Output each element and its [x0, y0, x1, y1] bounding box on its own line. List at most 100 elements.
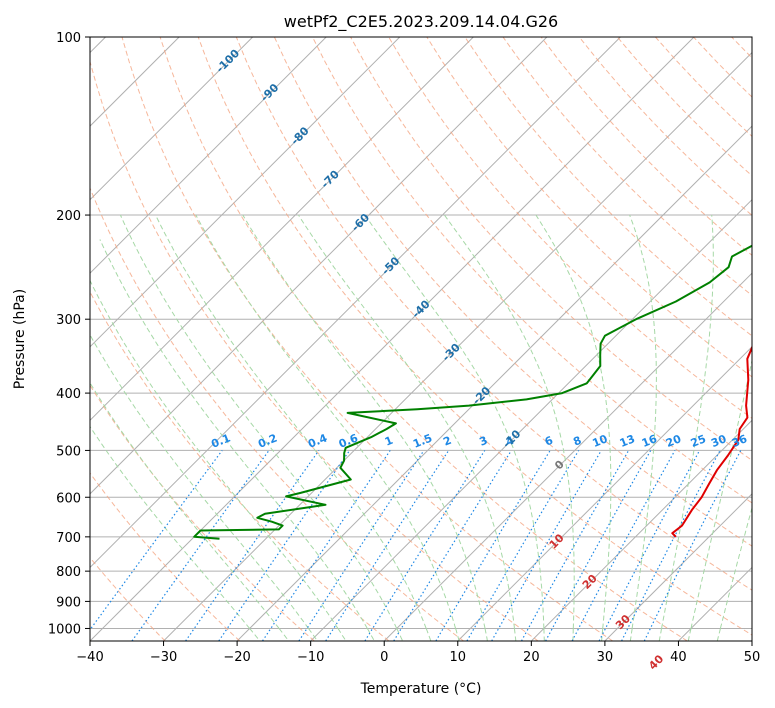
mixing-ratio-label: 10	[590, 432, 609, 450]
isotherm-line	[604, 493, 752, 641]
y-tick-label: 800	[56, 565, 81, 580]
mixing-ratio-line	[393, 450, 512, 641]
mixing-ratio-line	[298, 450, 425, 641]
x-tick-label: −20	[223, 650, 250, 665]
mixing-ratio-line	[325, 450, 450, 641]
moist-adiabat	[249, 628, 261, 641]
mixing-ratio-label: 20	[664, 432, 683, 450]
dry-adiabat	[197, 37, 752, 636]
mixing-ratio-label: 36	[730, 432, 749, 450]
moist-adiabat	[195, 214, 457, 629]
moist-adiabat	[687, 628, 692, 641]
mixing-ratio-label: 8	[571, 434, 583, 449]
moist-adiabat	[535, 214, 612, 629]
moist-adiabat	[90, 279, 339, 629]
x-axis-label: Temperature (°C)	[360, 681, 482, 697]
dry-adiabat	[312, 37, 752, 504]
isotherm-line	[90, 37, 401, 348]
moist-adiabat	[337, 628, 347, 641]
moist-adiabat	[278, 628, 290, 641]
mixing-ratio-line	[131, 450, 270, 641]
mixing-ratio-line	[185, 450, 320, 641]
x-tick-label: 0	[380, 650, 388, 665]
mixing-ratio-line	[520, 450, 630, 641]
mixing-ratio-label: 25	[689, 432, 708, 450]
isotherm-line	[90, 37, 254, 201]
mixing-ratio-label: 30	[709, 432, 728, 450]
grid-layer	[90, 37, 752, 641]
moist-adiabat	[90, 425, 250, 629]
moist-adiabat	[455, 628, 460, 641]
mixing-ratio-line	[643, 450, 742, 641]
y-tick-label: 1000	[48, 622, 81, 637]
moist-adiabat	[90, 381, 280, 629]
y-tick-label: 300	[56, 313, 81, 328]
moist-adiabat	[364, 214, 545, 629]
isotherm-line	[90, 37, 695, 641]
moist-adiabat	[242, 214, 486, 629]
mixing-ratio-line	[218, 450, 351, 641]
dry-adiabat	[90, 384, 315, 641]
isotherm-line	[163, 51, 752, 641]
moist-adiabat	[443, 214, 575, 629]
isotherm-line	[90, 37, 621, 569]
mixing-ratio-label: 16	[640, 432, 659, 450]
isotherm-line	[90, 37, 327, 274]
dry-adiabat	[90, 290, 390, 641]
y-tick-label: 900	[56, 595, 81, 610]
x-tick-label: −30	[150, 650, 177, 665]
moist-adiabat	[366, 628, 375, 641]
isotherm-line	[383, 272, 752, 641]
mixing-ratio-line	[571, 450, 676, 641]
isotherm-line	[90, 37, 474, 422]
isotherm-line	[310, 198, 752, 641]
moist-adiabat	[425, 628, 432, 641]
moist-adiabat	[629, 628, 633, 641]
x-tick-label: 20	[523, 650, 540, 665]
chart-title: wetPf2_C2E5.2023.209.14.04.G26	[284, 12, 558, 32]
axis-layer: −40 −30 −20 −10 0 10 20 30 40 50 100 200 300 400 500 60…	[48, 31, 760, 665]
dry-adiabat	[388, 37, 752, 419]
y-tick-label: 500	[56, 444, 81, 459]
moist-adiabat	[99, 239, 368, 629]
dry-adiabat	[90, 556, 166, 641]
moist-adiabat	[629, 214, 657, 629]
moist-adiabat	[658, 628, 663, 641]
x-tick-label: 30	[597, 650, 614, 665]
mixing-ratio-line	[545, 450, 652, 641]
y-tick-label: 600	[56, 491, 81, 506]
dry-adiabat	[90, 59, 539, 641]
mixing-ratio-layer	[90, 450, 742, 641]
x-tick-label: 50	[744, 650, 761, 665]
moist-adiabat	[119, 214, 398, 629]
temperature-line	[671, 345, 752, 538]
series-layer	[193, 244, 752, 540]
isotherm-line	[530, 419, 752, 641]
y-tick-label: 100	[56, 31, 81, 46]
dry-adiabat	[235, 37, 752, 591]
mixing-ratio-label: 13	[618, 432, 637, 450]
plot-frame	[89, 36, 753, 642]
moist-adiabat	[484, 628, 488, 641]
moist-adiabat	[716, 628, 721, 641]
adiabat-layer	[90, 37, 752, 641]
mixing-ratio-label: 2	[441, 434, 453, 449]
dry-adiabat	[350, 37, 752, 461]
moist-adiabat	[601, 628, 604, 641]
dry-adiabat	[121, 37, 613, 641]
dry-adiabat	[90, 472, 241, 641]
dry-adiabat	[273, 37, 752, 547]
isotherm-line	[236, 125, 752, 641]
x-tick-label: −10	[297, 650, 324, 665]
dewpoint-line	[193, 244, 752, 540]
dry-adiabat	[426, 37, 752, 378]
dry-adiabat	[502, 37, 752, 297]
moist-adiabat	[396, 628, 404, 641]
moist-adiabat	[513, 628, 517, 641]
isotherm-line	[457, 346, 752, 641]
mixing-ratio-line	[261, 450, 391, 641]
x-tick-label: 10	[450, 650, 467, 665]
y-tick-label: 200	[56, 209, 81, 224]
mixing-ratio-line	[90, 450, 223, 631]
